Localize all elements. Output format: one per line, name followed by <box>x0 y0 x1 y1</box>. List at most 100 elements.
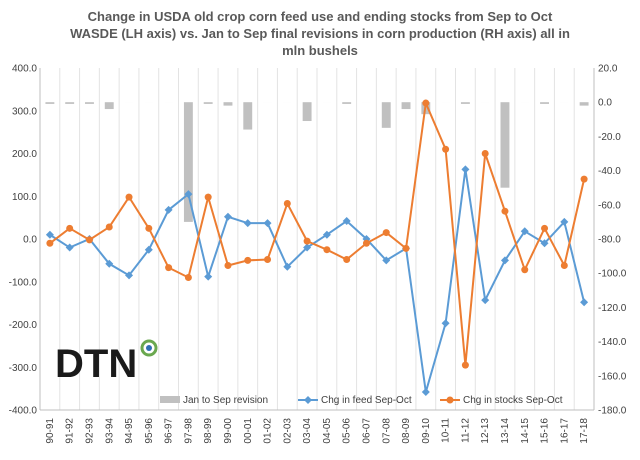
legend-label-stocks: Chg in stocks Sep-Oct <box>463 395 563 406</box>
x-tick-label-91-92: 91-92 <box>65 418 76 444</box>
feed-point-07-08 <box>382 256 391 265</box>
feed-point-99-00 <box>223 212 232 221</box>
left-tick-label-2: 200.0 <box>12 149 37 160</box>
stocks-point-11-12 <box>461 361 469 369</box>
feed-point-98-99 <box>204 272 213 281</box>
stocks-point-02-03 <box>283 200 291 208</box>
chart-title-line-3: mln bushels <box>282 43 358 58</box>
feed-point-01-02 <box>263 219 272 228</box>
stocks-point-03-04 <box>303 237 311 245</box>
x-tick-label-96-97: 96-97 <box>164 418 175 444</box>
x-tick-label-01-02: 01-02 <box>263 418 274 444</box>
feed-point-00-01 <box>243 219 252 228</box>
feed-point-90-91 <box>45 230 54 239</box>
bar-92-93 <box>85 102 94 104</box>
left-tick-label-0: 400.0 <box>12 64 37 75</box>
feed-point-17-18 <box>580 298 589 307</box>
legend-label-feed: Chg in feed Sep-Oct <box>321 395 412 406</box>
left-tick-label-7: -300.0 <box>9 363 38 374</box>
left-tick-label-4: 0.0 <box>23 235 37 246</box>
bar-93-94 <box>104 102 114 110</box>
x-tick-label-05-06: 05-06 <box>342 418 353 444</box>
x-tick-label-12-13: 12-13 <box>480 418 491 444</box>
bar-91-92 <box>65 102 75 104</box>
stocks-point-00-01 <box>244 256 252 264</box>
x-tick-label-13-14: 13-14 <box>500 418 511 444</box>
feed-point-94-95 <box>125 271 134 280</box>
x-tick-label-10-11: 10-11 <box>441 418 452 443</box>
stocks-point-95-96 <box>145 224 153 232</box>
right-tick-label-7: -120.0 <box>598 303 627 314</box>
feed-point-10-11 <box>441 319 450 328</box>
right-tick-label-10: -180.0 <box>598 406 627 417</box>
x-tick-label-17-18: 17-18 <box>579 418 590 444</box>
bar-99-00 <box>223 102 233 106</box>
stocks-point-15-16 <box>541 224 549 232</box>
line-series <box>45 99 589 397</box>
bar-90-91 <box>45 102 55 104</box>
feed-point-02-03 <box>283 262 292 271</box>
dtn-logo: DTN <box>55 339 158 386</box>
x-tick-label-00-01: 00-01 <box>243 418 254 444</box>
dtn-logo-text: DTN <box>55 342 137 386</box>
stocks-point-97-98 <box>184 273 192 281</box>
left-tick-label-8: -400.0 <box>9 406 38 417</box>
stocks-point-91-92 <box>66 224 74 232</box>
stocks-point-92-93 <box>85 236 93 244</box>
right-tick-label-6: -100.0 <box>598 269 627 280</box>
x-tick-label-07-08: 07-08 <box>381 418 392 444</box>
bar-03-04 <box>302 102 312 122</box>
axes <box>39 68 595 411</box>
stocks-point-14-15 <box>521 266 529 274</box>
stocks-point-93-94 <box>105 223 113 231</box>
left-tick-label-1: 300.0 <box>12 106 37 117</box>
legend-label-revision: Jan to Sep revision <box>183 395 268 406</box>
stocks-point-99-00 <box>224 262 232 270</box>
bar-07-08 <box>381 102 391 128</box>
feed-point-09-10 <box>421 388 430 397</box>
stocks-point-16-17 <box>560 262 568 270</box>
legend-swatch-feed-marker <box>304 396 312 404</box>
x-tick-label-90-91: 90-91 <box>45 418 56 444</box>
stocks-point-08-09 <box>402 244 410 252</box>
bar-98-99 <box>203 102 213 104</box>
x-tick-label-99-00: 99-00 <box>223 418 234 444</box>
stocks-point-10-11 <box>442 145 450 153</box>
stocks-point-09-10 <box>422 99 430 107</box>
right-tick-label-5: -80.0 <box>598 235 621 246</box>
right-tick-label-0: 20.0 <box>598 64 618 75</box>
dtn-logo-ring-icon <box>140 339 158 357</box>
x-tick-label-94-95: 94-95 <box>124 418 135 444</box>
feed-point-12-13 <box>481 296 490 305</box>
chart-title-line-1: Change in USDA old crop corn feed use an… <box>87 9 553 24</box>
x-tick-label-03-04: 03-04 <box>302 418 313 444</box>
right-tick-label-3: -40.0 <box>598 166 621 177</box>
x-tick-label-11-12: 11-12 <box>460 418 471 443</box>
bar-97-98 <box>183 102 193 222</box>
bar-17-18 <box>579 102 589 106</box>
left-tick-label-5: -100.0 <box>9 277 38 288</box>
chart-title-line-2: WASDE (LH axis) vs. Jan to Sep final rev… <box>70 26 570 41</box>
bar-13-14 <box>500 102 510 188</box>
series-line-2 <box>49 99 586 366</box>
stocks-point-90-91 <box>46 239 54 247</box>
left-axis-ticks: 400.0 300.0 200.0 100.0 0.0 -100.0 -200.0 -300.… <box>9 64 38 417</box>
feed-point-97-98 <box>184 190 193 199</box>
feed-point-93-94 <box>105 259 114 268</box>
stocks-point-07-08 <box>382 229 390 237</box>
stocks-point-12-13 <box>481 150 489 157</box>
x-tick-label-95-96: 95-96 <box>144 418 155 444</box>
x-axis-ticks: 90-91 91-92 92-93 93-94 94-95 95-96 96-97 97-98… <box>45 418 590 444</box>
feed-point-91-92 <box>65 243 74 252</box>
x-tick-label-04-05: 04-05 <box>322 418 333 444</box>
stocks-point-04-05 <box>323 246 331 254</box>
x-tick-label-06-07: 06-07 <box>361 418 372 444</box>
x-tick-label-92-93: 92-93 <box>84 418 95 444</box>
right-tick-label-8: -140.0 <box>598 337 627 348</box>
stocks-point-06-07 <box>362 239 370 247</box>
stocks-point-94-95 <box>125 193 133 201</box>
feed-point-15-16 <box>540 239 549 248</box>
legend-swatch-revision <box>160 396 180 403</box>
stocks-point-05-06 <box>343 256 351 264</box>
x-tick-label-97-98: 97-98 <box>183 418 194 444</box>
